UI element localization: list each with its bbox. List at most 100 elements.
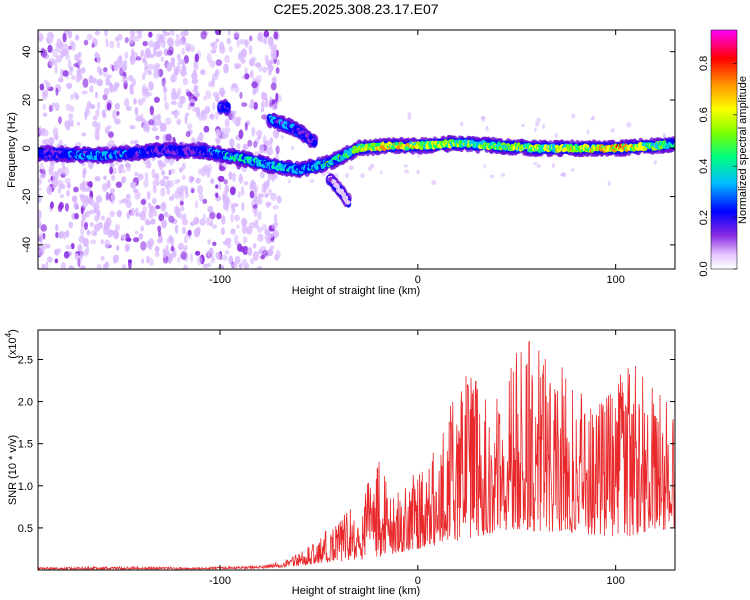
spectrogram-noise-cell bbox=[121, 263, 127, 269]
spectrogram-noise-cell bbox=[170, 246, 175, 252]
spectrogram-noise-cell bbox=[224, 195, 229, 203]
spectrogram-noise-cell bbox=[290, 146, 295, 151]
spectrogram-noise-cell bbox=[267, 65, 274, 71]
spectrogram-noise-cell bbox=[261, 100, 265, 110]
spectrogram-noise-cell bbox=[125, 195, 131, 201]
spectrogram-noise-cell bbox=[51, 102, 56, 107]
spectrogram-noise-cell bbox=[127, 259, 133, 264]
spectrogram-noise-cell bbox=[206, 217, 210, 226]
spectrogram-noise-cell bbox=[159, 33, 166, 43]
spectrogram-noise-cell bbox=[140, 241, 147, 251]
spectrogram-noise-cell bbox=[181, 47, 185, 56]
spectrogram-noise-cell bbox=[167, 38, 175, 48]
spectrogram-noise-cell bbox=[140, 113, 144, 122]
spectrogram-noise-cell bbox=[252, 204, 258, 209]
spectrogram-noise-cell bbox=[244, 40, 250, 46]
spectrogram-noise-cell bbox=[166, 188, 170, 195]
spectrogram-noise-cell bbox=[180, 251, 187, 261]
spectrogram-noise-cell bbox=[106, 180, 111, 189]
spectrogram-noise-cell bbox=[183, 30, 189, 36]
spectrogram-noise-cell bbox=[116, 56, 123, 67]
spectrogram-noise-cell bbox=[86, 229, 91, 236]
spectrogram-noise-cell bbox=[68, 45, 72, 50]
spectrogram-noise-cell bbox=[119, 163, 124, 170]
spectrogram-noise-cell bbox=[194, 53, 199, 63]
spectrogram-noise-cell bbox=[180, 205, 185, 212]
spectrogram-noise-cell bbox=[223, 63, 229, 74]
colorbar: 0.0 0.2 0.4 0.6 0.8 Normalized spectral ampl… bbox=[698, 29, 749, 277]
spectrogram-noise-cell bbox=[160, 122, 167, 132]
snr-y-scale-base: (x10 bbox=[7, 337, 19, 358]
spectrogram-noise-cell bbox=[241, 102, 248, 107]
colorbar-gradient bbox=[711, 30, 737, 269]
spectrogram-noise-cell bbox=[83, 39, 89, 46]
spectrogram-noise-cell bbox=[110, 193, 116, 202]
spectrogram-noise-cell bbox=[77, 257, 81, 268]
spectrogram-noise-cell bbox=[521, 123, 525, 128]
spectrogram-ridge-core bbox=[225, 102, 231, 109]
spectrogram-noise-cell bbox=[165, 244, 169, 254]
spectrogram-noise-cell bbox=[166, 61, 173, 72]
spectrogram-noise-cell bbox=[253, 188, 258, 197]
spectrogram-noise-cell bbox=[267, 188, 273, 196]
spectrogram-noise-cell bbox=[153, 62, 161, 69]
spectrogram-noise-cell bbox=[125, 106, 132, 111]
spectrogram-noise-cell bbox=[202, 198, 208, 204]
spectrogram-noise-cell bbox=[42, 243, 48, 250]
spectrogram-noise-cell bbox=[151, 126, 158, 132]
spectrogram-noise-cell bbox=[225, 202, 229, 212]
spectrogram-noise-cell bbox=[40, 224, 47, 232]
spectrogram-noise-cell bbox=[231, 83, 238, 89]
spectrogram-noise-cell bbox=[88, 74, 94, 84]
snr-background bbox=[38, 330, 675, 570]
spectrogram-noise-cell bbox=[236, 37, 240, 48]
spectrogram-noise-cell bbox=[220, 227, 225, 236]
spectrogram-noise-cell bbox=[41, 139, 46, 145]
spectrogram-noise-cell bbox=[164, 184, 169, 190]
spectrogram-noise-cell bbox=[121, 62, 128, 72]
spectrogram-noise-cell bbox=[170, 30, 175, 36]
spectrogram-noise-cell bbox=[134, 191, 141, 200]
spectrogram-noise-cell bbox=[173, 110, 180, 116]
spectrogram-noise-cell bbox=[251, 127, 256, 137]
spectrogram-noise-cell bbox=[39, 173, 46, 179]
spectrogram-noise-cell bbox=[229, 186, 236, 196]
spectrogram-noise-cell bbox=[238, 263, 242, 269]
spectrogram-noise-cell bbox=[129, 83, 134, 94]
spectrogram-noise-cell bbox=[41, 263, 46, 269]
spectrogram-noise-cell bbox=[42, 129, 49, 137]
spectrogram-noise-cell bbox=[195, 200, 199, 209]
figure-title: C2E5.2025.308.23.17.E07 bbox=[273, 1, 438, 17]
spectrogram-noise-cell bbox=[265, 98, 269, 108]
spectrogram-noise-cell bbox=[124, 51, 129, 60]
spectrogram-noise-cell bbox=[231, 110, 237, 115]
spectrogram-noise-cell bbox=[489, 174, 495, 179]
spectrogram-noise-cell bbox=[200, 68, 207, 76]
spectrogram-noise-cell bbox=[137, 98, 144, 106]
spectrogram-noise-cell bbox=[96, 263, 102, 269]
spectrogram-noise-cell bbox=[209, 221, 214, 227]
spectrogram-noise-cell bbox=[209, 178, 215, 184]
spectrogram-noise-cell bbox=[103, 175, 107, 181]
spectrogram-y-label: Frequency (Hz) bbox=[6, 112, 18, 188]
spectrogram-noise-cell bbox=[66, 82, 73, 89]
spectrogram-noise-cell bbox=[250, 258, 255, 265]
spectrogram-noise-cell bbox=[58, 201, 64, 210]
spectrogram-noise-cell bbox=[264, 234, 271, 240]
spectrogram-noise-cell bbox=[212, 241, 217, 247]
spectrogram-noise-cell bbox=[114, 102, 121, 110]
spectrogram-noise-cell bbox=[81, 132, 87, 137]
spectrogram-y-tick-label: -40 bbox=[21, 237, 33, 253]
spectrogram-noise-cell bbox=[176, 211, 181, 218]
spectrogram-noise-cell bbox=[256, 129, 263, 138]
spectrogram-noise-cell bbox=[170, 100, 177, 105]
spectrogram-noise-cell bbox=[110, 83, 114, 90]
spectrogram-ridge-core bbox=[304, 132, 310, 139]
spectrogram-noise-cell bbox=[178, 191, 182, 197]
spectrogram-noise-cell bbox=[228, 171, 233, 181]
spectrogram-noise-cell bbox=[176, 118, 182, 126]
spectrogram-noise-cell bbox=[155, 51, 162, 58]
spectrogram-noise-cell bbox=[63, 251, 70, 259]
spectrogram-noise-cell bbox=[212, 91, 219, 98]
